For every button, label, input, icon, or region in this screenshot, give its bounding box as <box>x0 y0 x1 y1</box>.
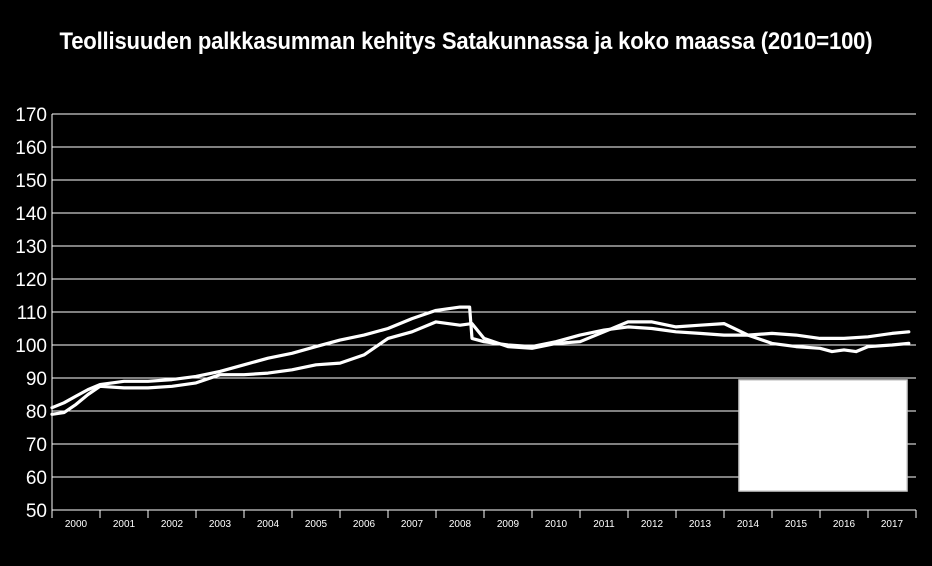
x-tick-label: 2015 <box>785 519 808 530</box>
series-line-2 <box>50 320 911 416</box>
x-tick-label: 2003 <box>209 519 232 530</box>
gridlines <box>51 113 916 511</box>
series-lines <box>50 305 911 416</box>
y-tick-label: 90 <box>26 369 47 390</box>
y-tick-label: 130 <box>15 237 47 258</box>
y-tick-label: 160 <box>15 138 47 159</box>
y-tick-label: 170 <box>15 105 47 126</box>
x-tick-label: 2013 <box>689 519 712 530</box>
legend-box <box>738 379 908 492</box>
x-tick-label: 2001 <box>113 519 136 530</box>
x-tick-label: 2006 <box>353 519 376 530</box>
chart-title: Teollisuuden palkkasumman kehitys Sataku… <box>59 28 873 55</box>
y-tick-label: 150 <box>15 171 47 192</box>
x-tick-label: 2010 <box>545 519 568 530</box>
y-tick-label: 70 <box>26 435 47 456</box>
x-tick-label: 2014 <box>737 519 760 530</box>
x-tick-label: 2016 <box>833 519 856 530</box>
y-tick-label: 110 <box>17 303 47 324</box>
y-tick-label: 60 <box>26 468 47 489</box>
x-tick-label: 2005 <box>305 519 328 530</box>
y-tick-label: 80 <box>26 402 47 423</box>
x-tick-label: 2017 <box>881 519 904 530</box>
x-tick-label: 2008 <box>449 519 472 530</box>
y-axis-ticks: 50 60 70 80 90 100 110 120 130 140 150 160 170 <box>15 105 47 522</box>
x-tick-label: 2012 <box>641 519 664 530</box>
x-tick-label: 2004 <box>257 519 280 530</box>
y-tick-label: 140 <box>15 204 47 225</box>
legend-panel <box>738 379 908 492</box>
y-tick-label: 120 <box>15 270 47 291</box>
x-axis-ticks: 2000 2001 2002 2003 2004 2005 2006 2007 2008 2009… <box>51 510 917 530</box>
x-tick-label: 2009 <box>497 519 520 530</box>
x-tick-label: 2000 <box>65 519 88 530</box>
x-tick-label: 2007 <box>401 519 424 530</box>
x-tick-label: 2011 <box>593 519 615 530</box>
series-line-1 <box>50 305 911 410</box>
y-tick-label: 100 <box>15 336 47 357</box>
y-tick-label: 50 <box>26 501 47 522</box>
x-tick-label: 2002 <box>161 519 184 530</box>
